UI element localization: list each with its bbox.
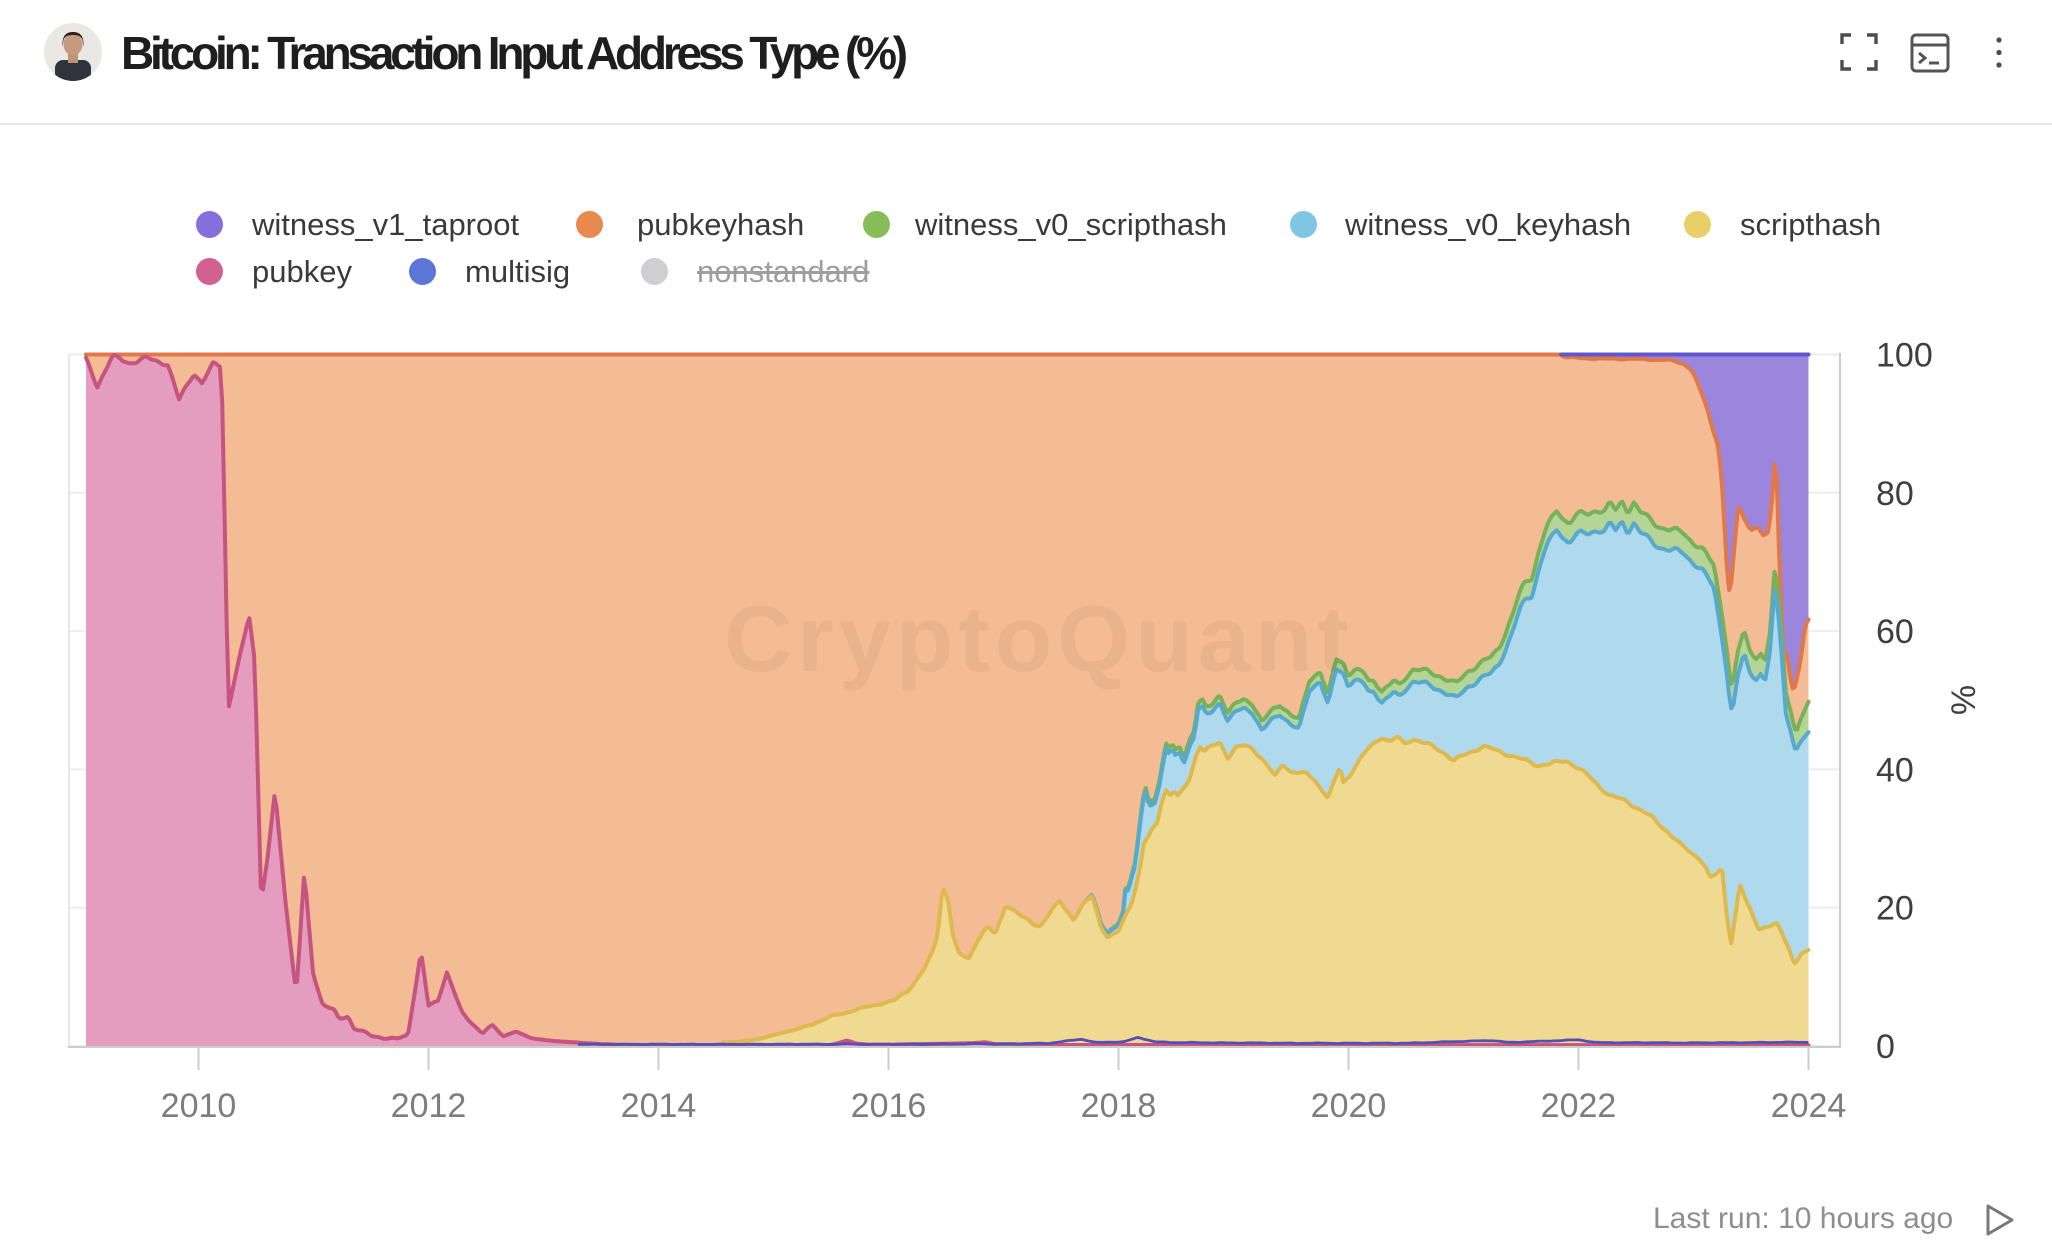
svg-text:60: 60 bbox=[1876, 613, 1914, 651]
svg-text:2024: 2024 bbox=[1771, 1087, 1847, 1125]
svg-text:20: 20 bbox=[1876, 890, 1914, 928]
svg-text:2014: 2014 bbox=[621, 1087, 697, 1125]
svg-text:0: 0 bbox=[1876, 1028, 1895, 1066]
svg-text:%: % bbox=[1945, 685, 1983, 715]
svg-text:40: 40 bbox=[1876, 751, 1914, 789]
svg-text:2016: 2016 bbox=[851, 1087, 927, 1125]
svg-text:2010: 2010 bbox=[161, 1087, 237, 1125]
svg-text:2018: 2018 bbox=[1081, 1087, 1157, 1125]
svg-text:100: 100 bbox=[1876, 337, 1933, 375]
svg-text:2012: 2012 bbox=[391, 1087, 467, 1125]
svg-text:2022: 2022 bbox=[1541, 1087, 1617, 1125]
svg-text:80: 80 bbox=[1876, 475, 1914, 513]
svg-text:2020: 2020 bbox=[1311, 1087, 1387, 1125]
